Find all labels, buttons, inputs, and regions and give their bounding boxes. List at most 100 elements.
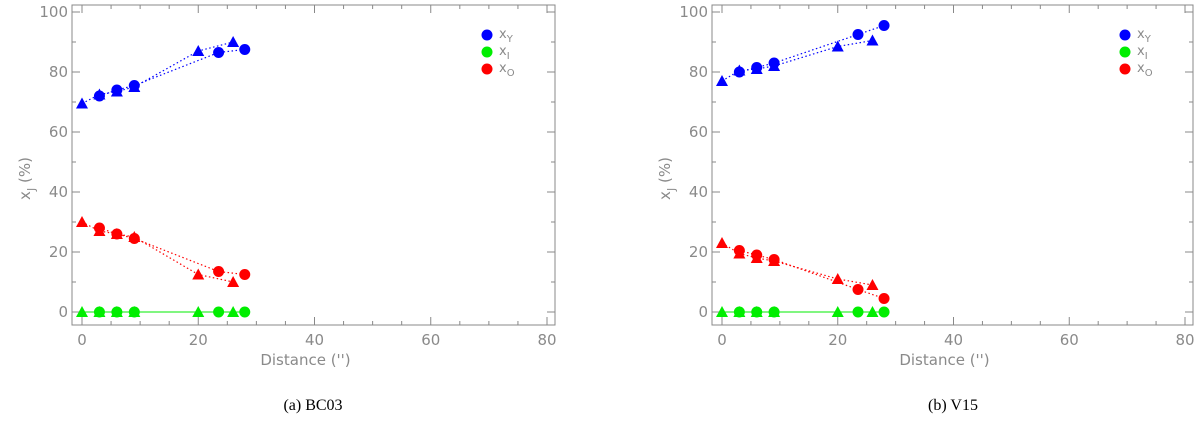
circle-point	[93, 306, 105, 318]
legend-label-sub: I	[1145, 51, 1148, 62]
y-tick-label: 80	[689, 63, 708, 81]
legend-marker	[481, 29, 493, 41]
y-tick-label: 60	[689, 123, 708, 141]
triangle-point	[192, 268, 205, 280]
y-tick-label: 0	[58, 303, 68, 321]
triangle-point	[227, 306, 240, 317]
y-axis-title-sub: J	[665, 188, 678, 192]
y-tick-label: 20	[49, 243, 68, 261]
triangle-point	[866, 306, 879, 317]
series-x_O: xO	[76, 61, 515, 287]
triangle-point	[76, 216, 88, 227]
triangle-point	[866, 34, 879, 46]
x-tick-label: 40	[305, 331, 324, 349]
y-tick-label: 40	[49, 183, 68, 201]
circle-point	[128, 306, 140, 318]
y-tick-label: 100	[679, 3, 708, 21]
legend-label: xY	[499, 27, 514, 45]
y-axis-title-main: x	[16, 191, 34, 200]
circle-point	[111, 228, 123, 240]
circle-point	[733, 306, 745, 318]
y-axis-title-tail: (%)	[16, 157, 34, 188]
circle-point	[93, 90, 105, 102]
triangle-point	[716, 306, 728, 317]
legend-label: xO	[499, 61, 515, 79]
x-tick-label: 60	[421, 331, 440, 349]
circle-point	[751, 62, 763, 73]
triangle-point	[227, 276, 240, 287]
x-tick-label: 80	[537, 331, 556, 349]
legend-label-sub: Y	[506, 34, 514, 45]
x-tick-label: 40	[944, 331, 963, 349]
x-axis-title: Distance ('')	[899, 351, 989, 369]
circle-point	[213, 47, 225, 58]
triangle-point	[831, 40, 844, 52]
triangle-point	[831, 273, 844, 284]
circle-point	[878, 306, 890, 318]
legend-label-main: x	[499, 61, 507, 76]
series-x_I: xI	[716, 44, 1148, 318]
circle-point	[852, 284, 864, 295]
y-axis-title: xJ (%)	[656, 157, 678, 200]
circle-point	[128, 80, 140, 91]
x-axis-title: Distance ('')	[260, 351, 350, 369]
triangle-point	[831, 306, 844, 317]
y-tick-label: 40	[689, 183, 708, 201]
legend-label: xI	[1137, 44, 1148, 62]
circle-point	[852, 29, 864, 40]
circle-point	[239, 269, 251, 280]
triangle-point	[192, 45, 205, 56]
x-tick-label: 20	[828, 331, 847, 349]
circle-point	[128, 233, 140, 244]
circle-point	[733, 245, 745, 256]
y-axis-title-tail: (%)	[656, 157, 674, 188]
x-tick-label: 0	[77, 331, 87, 349]
y-axis-title-sub: J	[25, 188, 38, 192]
legend-marker	[481, 46, 493, 58]
circle-point	[768, 57, 780, 69]
legend-label-main: x	[1137, 61, 1145, 76]
circle-point	[93, 222, 105, 234]
legend-label: xO	[1137, 61, 1153, 79]
legend-marker	[1119, 46, 1131, 58]
triangle-point	[716, 75, 728, 86]
legend-label-main: x	[1137, 27, 1145, 42]
circle-point	[213, 266, 225, 277]
x-tick-label: 80	[1175, 331, 1194, 349]
y-tick-label: 20	[689, 243, 708, 261]
panel-caption: (a) BC03	[283, 397, 342, 414]
x-tick-label: 20	[189, 331, 208, 349]
y-axis-title: xJ (%)	[16, 157, 38, 200]
triangle-point	[866, 279, 879, 290]
triangle-point	[716, 237, 728, 248]
series-line-triangles	[81, 41, 234, 105]
circle-point	[852, 306, 864, 318]
plot-frame	[711, 4, 1194, 326]
legend-label-sub: O	[1145, 68, 1153, 79]
series-x_I: xI	[76, 44, 510, 318]
legend-label-main: x	[499, 44, 507, 59]
legend-label-sub: O	[507, 68, 515, 79]
circle-point	[768, 254, 780, 265]
legend-label-sub: I	[507, 51, 510, 62]
y-tick-label: 60	[49, 123, 68, 141]
series-x_O: xO	[716, 61, 1153, 304]
y-tick-label: 80	[49, 63, 68, 81]
triangle-point	[76, 97, 88, 109]
legend-label: xY	[1137, 27, 1152, 45]
circle-point	[751, 249, 763, 261]
x-tick-label: 60	[1060, 331, 1079, 349]
legend-label: xI	[499, 44, 510, 62]
legend-label-sub: Y	[1144, 34, 1152, 45]
circle-point	[878, 293, 890, 304]
legend-label-main: x	[1137, 44, 1145, 59]
triangle-point	[192, 306, 205, 317]
circle-point	[768, 306, 780, 318]
circle-point	[111, 84, 123, 96]
circle-point	[239, 44, 251, 55]
triangle-point	[76, 306, 88, 317]
circle-point	[111, 306, 123, 318]
legend-marker	[1119, 63, 1131, 75]
series-x_Y: xY	[716, 20, 1152, 86]
